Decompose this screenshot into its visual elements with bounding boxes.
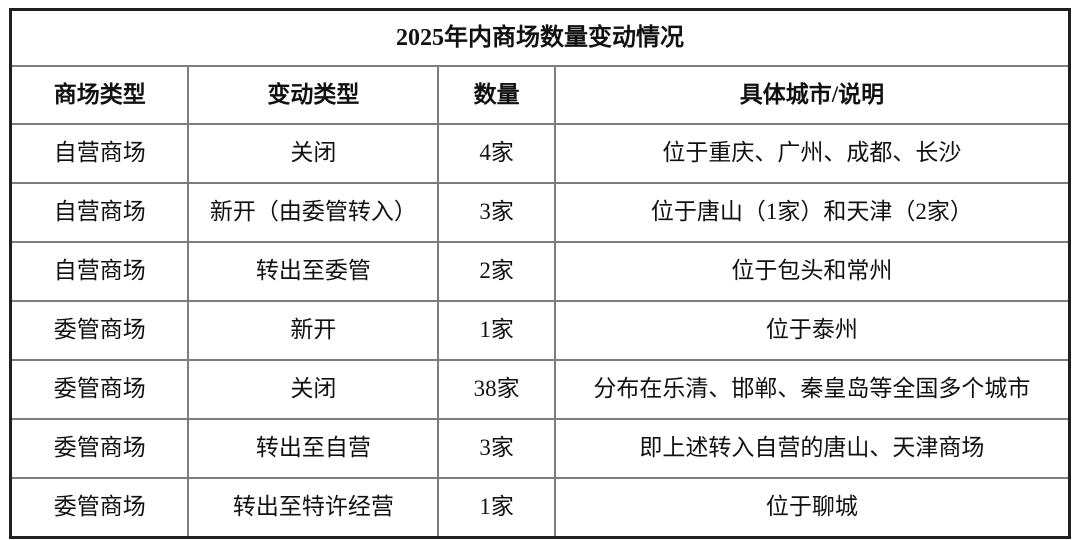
table-row: 自营商场 转出至委管 2家 位于包头和常州 (9, 241, 1071, 302)
cell-change-type: 新开 (187, 300, 440, 361)
cell-change-type: 转出至特许经营 (187, 477, 440, 539)
cell-mall-type: 委管商场 (9, 477, 190, 539)
cell-quantity: 38家 (437, 359, 556, 420)
header-mall-type: 商场类型 (9, 65, 190, 125)
cell-mall-type: 委管商场 (9, 359, 190, 420)
table-row: 委管商场 新开 1家 位于泰州 (9, 300, 1071, 361)
cell-change-type: 转出至委管 (187, 241, 440, 302)
table-row: 委管商场 关闭 38家 分布在乐清、邯郸、秦皇岛等全国多个城市 (9, 359, 1071, 420)
cell-quantity: 3家 (437, 182, 556, 243)
cell-change-type: 关闭 (187, 123, 440, 184)
table-row: 委管商场 转出至自营 3家 即上述转入自营的唐山、天津商场 (9, 418, 1071, 479)
header-change-type: 变动类型 (187, 65, 440, 125)
cell-city-description: 位于重庆、广州、成都、长沙 (553, 123, 1071, 184)
table-title: 2025年内商场数量变动情况 (9, 8, 1071, 67)
cell-change-type: 新开（由委管转入） (187, 182, 440, 243)
cell-mall-type: 自营商场 (9, 241, 190, 302)
cell-mall-type: 自营商场 (9, 182, 190, 243)
table-body: 自营商场 关闭 4家 位于重庆、广州、成都、长沙 自营商场 新开（由委管转入） … (9, 123, 1071, 539)
cell-quantity: 1家 (437, 477, 556, 539)
cell-quantity: 3家 (437, 418, 556, 479)
cell-city-description: 分布在乐清、邯郸、秦皇岛等全国多个城市 (553, 359, 1071, 420)
cell-change-type: 转出至自营 (187, 418, 440, 479)
header-quantity: 数量 (437, 65, 556, 125)
header-city-description: 具体城市/说明 (553, 65, 1071, 125)
table-row: 委管商场 转出至特许经营 1家 位于聊城 (9, 477, 1071, 539)
table-row: 自营商场 关闭 4家 位于重庆、广州、成都、长沙 (9, 123, 1071, 184)
table-title-row: 2025年内商场数量变动情况 (9, 8, 1071, 67)
table-row: 自营商场 新开（由委管转入） 3家 位于唐山（1家）和天津（2家） (9, 182, 1071, 243)
mall-change-table: 2025年内商场数量变动情况 商场类型 变动类型 数量 具体城市/说明 自营商场… (9, 8, 1071, 539)
cell-city-description: 位于包头和常州 (553, 241, 1071, 302)
cell-city-description: 即上述转入自营的唐山、天津商场 (553, 418, 1071, 479)
cell-quantity: 4家 (437, 123, 556, 184)
cell-mall-type: 委管商场 (9, 418, 190, 479)
cell-city-description: 位于聊城 (553, 477, 1071, 539)
cell-change-type: 关闭 (187, 359, 440, 420)
cell-mall-type: 委管商场 (9, 300, 190, 361)
cell-quantity: 2家 (437, 241, 556, 302)
table-header-row: 商场类型 变动类型 数量 具体城市/说明 (9, 65, 1071, 125)
cell-mall-type: 自营商场 (9, 123, 190, 184)
cell-city-description: 位于泰州 (553, 300, 1071, 361)
cell-city-description: 位于唐山（1家）和天津（2家） (553, 182, 1071, 243)
cell-quantity: 1家 (437, 300, 556, 361)
